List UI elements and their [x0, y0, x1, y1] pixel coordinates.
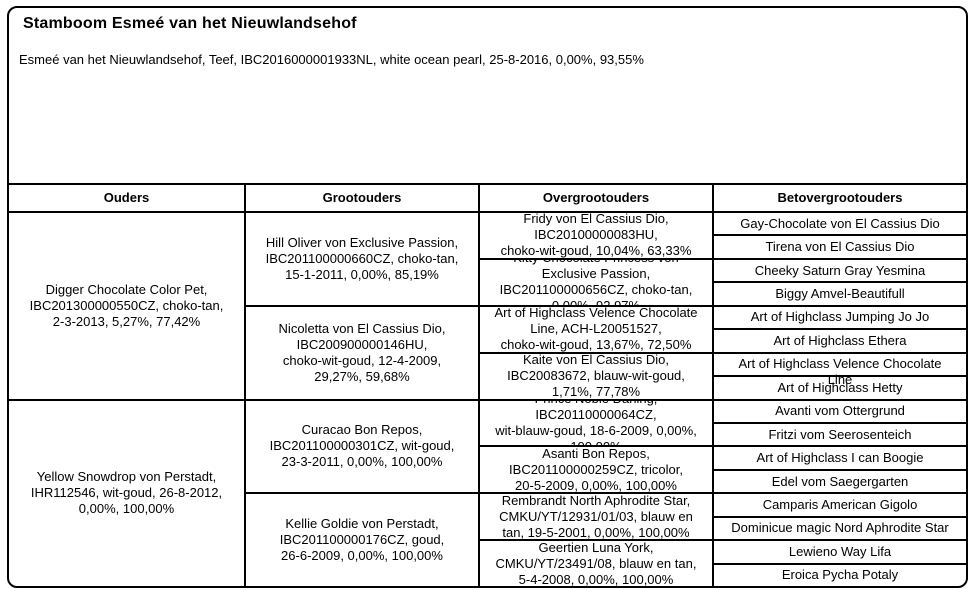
pedigree-cell-betovergrootouders-10: Fritzi vom Seerosenteich — [712, 421, 966, 446]
pedigree-cell-grootouders-2-text: Nicoletta von El Cassius Dio, IBC2009000… — [278, 320, 446, 384]
document-frame: Stamboom Esmeé van het Nieuwlandsehof Es… — [7, 6, 968, 588]
column-header-grootouders: Grootouders — [244, 183, 478, 211]
subject-summary-line: Esmeé van het Nieuwlandsehof, Teef, IBC2… — [19, 52, 644, 67]
pedigree-cell-betovergrootouders-5: Art of Highclass Jumping Jo Jo — [712, 304, 966, 329]
pedigree-cell-overgrootouders-2: Kitty Chocolate Princess von Exclusive P… — [478, 257, 712, 305]
pedigree-cell-overgrootouders-6-text: Asanti Bon Repos, IBC201100000259CZ, tri… — [509, 445, 683, 493]
pedigree-cell-overgrootouders-3: Art of Highclass Velence Chocolate Line,… — [478, 304, 712, 352]
pedigree-cell-betovergrootouders-14: Dominicue magic Nord Aphrodite Star — [712, 515, 966, 540]
pedigree-cell-betovergrootouders-9: Avanti vom Ottergrund — [712, 398, 966, 422]
pedigree-cell-betovergrootouders-16: Eroica Pycha Potaly — [712, 562, 966, 586]
pedigree-cell-overgrootouders-8: Geertien Luna York, CMKU/YT/23491/08, bl… — [478, 539, 712, 586]
pedigree-cell-betovergrootouders-2: Tirena von El Cassius Dio — [712, 234, 966, 258]
pedigree-cell-betovergrootouders-6-text: Art of Highclass Ethera — [773, 332, 907, 348]
column-header-betovergrootouders-text: Betovergrootouders — [777, 190, 903, 205]
pedigree-cell-overgrootouders-2-text: Kitty Chocolate Princess von Exclusive P… — [499, 260, 693, 305]
pedigree-cell-betovergrootouders-3-text: Cheeky Saturn Gray Yesmina — [754, 262, 926, 278]
pedigree-cell-betovergrootouders-1: Gay-Chocolate von El Cassius Dio — [712, 211, 966, 235]
pedigree-cell-overgrootouders-4: Kaite von El Cassius Dio, IBC20083672, b… — [478, 351, 712, 399]
pedigree-cell-betovergrootouders-16-text: Eroica Pycha Potaly — [781, 567, 899, 583]
pedigree-cell-overgrootouders-5: Prince Noble Darling, IBC20110000064CZ, … — [478, 398, 712, 446]
pedigree-cell-grootouders-1-text: Hill Oliver von Exclusive Passion, IBC20… — [265, 234, 459, 282]
pedigree-cell-betovergrootouders-3: Cheeky Saturn Gray Yesmina — [712, 257, 966, 282]
column-header-grootouders-text: Grootouders — [322, 190, 402, 205]
pedigree-cell-grootouders-2: Nicoletta von El Cassius Dio, IBC2009000… — [244, 304, 478, 399]
pedigree-cell-ouders-1-text: Digger Chocolate Color Pet, IBC201300000… — [29, 281, 224, 329]
pedigree-cell-grootouders-4-text: Kellie Goldie von Perstadt, IBC201100000… — [279, 516, 445, 564]
pedigree-cell-betovergrootouders-14-text: Dominicue magic Nord Aphrodite Star — [731, 520, 949, 536]
pedigree-cell-betovergrootouders-7-text: Art of Highclass Velence Chocolate Line — [738, 355, 942, 387]
pedigree-cell-betovergrootouders-15-text: Lewieno Way Lifa — [788, 543, 892, 559]
pedigree-cell-overgrootouders-1: Fridy von El Cassius Dio, IBC20100000083… — [478, 211, 712, 258]
column-header-ouders-text: Ouders — [103, 190, 150, 205]
column-header-overgrootouders: Overgrootouders — [478, 183, 712, 211]
pedigree-cell-grootouders-3-text: Curacao Bon Repos, IBC201100000301CZ, wi… — [269, 422, 455, 470]
pedigree-cell-betovergrootouders-12: Edel vom Saegergarten — [712, 468, 966, 493]
pedigree-cell-betovergrootouders-4: Biggy Amvel-Beautifull — [712, 281, 966, 305]
pedigree-cell-grootouders-4: Kellie Goldie von Perstadt, IBC201100000… — [244, 492, 478, 586]
pedigree-cell-betovergrootouders-9-text: Avanti vom Ottergrund — [775, 403, 905, 419]
pedigree-cell-betovergrootouders-11-text: Art of Highclass I can Boogie — [756, 450, 924, 466]
pedigree-cell-betovergrootouders-2-text: Tirena von El Cassius Dio — [765, 239, 915, 255]
pedigree-cell-grootouders-1: Hill Oliver von Exclusive Passion, IBC20… — [244, 211, 478, 305]
pedigree-cell-betovergrootouders-1-text: Gay-Chocolate von El Cassius Dio — [740, 215, 940, 231]
pedigree-cell-ouders-1: Digger Chocolate Color Pet, IBC201300000… — [9, 211, 244, 399]
pedigree-cell-betovergrootouders-13: Camparis American Gigolo — [712, 492, 966, 516]
pedigree-cell-betovergrootouders-11: Art of Highclass I can Boogie — [712, 445, 966, 469]
pedigree-cell-ouders-2-text: Yellow Snowdrop von Perstadt, IHR112546,… — [30, 469, 223, 517]
pedigree-cell-overgrootouders-6: Asanti Bon Repos, IBC201100000259CZ, tri… — [478, 445, 712, 493]
column-header-overgrootouders-text: Overgrootouders — [542, 190, 650, 205]
pedigree-cell-overgrootouders-8-text: Geertien Luna York, CMKU/YT/23491/08, bl… — [495, 539, 697, 586]
pedigree-cell-overgrootouders-1-text: Fridy von El Cassius Dio, IBC20100000083… — [500, 211, 692, 258]
pedigree-cell-betovergrootouders-8-text: Art of Highclass Hetty — [777, 379, 903, 395]
pedigree-cell-grootouders-3: Curacao Bon Repos, IBC201100000301CZ, wi… — [244, 398, 478, 493]
pedigree-cell-overgrootouders-7: Rembrandt North Aphrodite Star, CMKU/YT/… — [478, 492, 712, 540]
pedigree-cell-betovergrootouders-7: Art of Highclass Velence Chocolate Line — [712, 351, 966, 387]
pedigree-cell-overgrootouders-3-text: Art of Highclass Velence Chocolate Line,… — [494, 305, 698, 352]
pedigree-cell-betovergrootouders-12-text: Edel vom Saegergarten — [771, 473, 909, 489]
pedigree-cell-betovergrootouders-15: Lewieno Way Lifa — [712, 539, 966, 563]
column-header-ouders: Ouders — [9, 183, 244, 211]
pedigree-cell-overgrootouders-4-text: Kaite von El Cassius Dio, IBC20083672, b… — [507, 352, 685, 399]
column-header-betovergrootouders: Betovergrootouders — [712, 183, 966, 211]
pedigree-cell-betovergrootouders-4-text: Biggy Amvel-Beautifull — [775, 286, 905, 302]
pedigree-cell-betovergrootouders-10-text: Fritzi vom Seerosenteich — [768, 426, 912, 442]
page-title: Stamboom Esmeé van het Nieuwlandsehof — [23, 15, 357, 32]
pedigree-cell-overgrootouders-5-text: Prince Noble Darling, IBC20110000064CZ, … — [495, 400, 697, 445]
pedigree-cell-betovergrootouders-13-text: Camparis American Gigolo — [762, 496, 918, 512]
pedigree-cell-betovergrootouders-5-text: Art of Highclass Jumping Jo Jo — [750, 309, 930, 325]
pedigree-cell-betovergrootouders-8: Art of Highclass Hetty — [712, 375, 966, 399]
pedigree-table: Ouders Grootouders Overgrootouders Betoverg… — [9, 183, 966, 586]
pedigree-cell-overgrootouders-7-text: Rembrandt North Aphrodite Star, CMKU/YT/… — [499, 492, 693, 540]
pedigree-cell-betovergrootouders-6: Art of Highclass Ethera — [712, 328, 966, 352]
pedigree-cell-ouders-2: Yellow Snowdrop von Perstadt, IHR112546,… — [9, 398, 244, 587]
